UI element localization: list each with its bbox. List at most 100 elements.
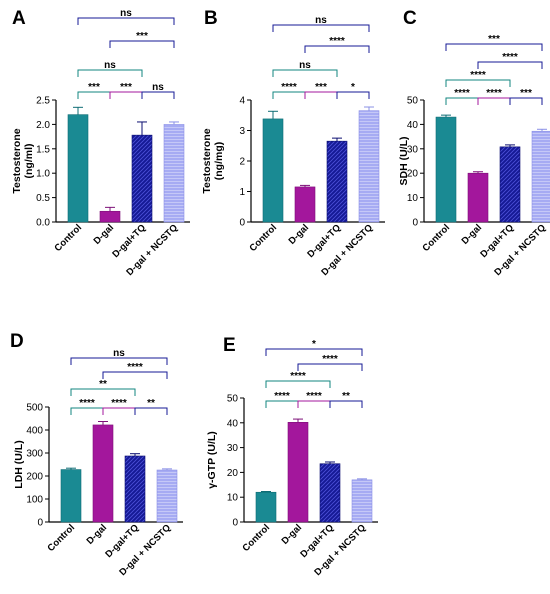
y-tick-label: 0 bbox=[37, 518, 43, 529]
panel-a: A 0.0 0.5 1.0 1.5 2.0 2.5 Testosterone(ng/ml) Co… bbox=[11, 8, 190, 278]
significance-label: * bbox=[351, 82, 355, 93]
significance-label: *** bbox=[520, 88, 532, 99]
x-tick-label: D-gal bbox=[280, 522, 305, 547]
bracket-line bbox=[102, 407, 136, 415]
bar-d-gal bbox=[92, 424, 114, 523]
bracket-line bbox=[445, 79, 511, 87]
significance-label: **** bbox=[79, 398, 95, 409]
x-tick-label: Control bbox=[247, 222, 279, 254]
bar-d-gal-ncstq bbox=[156, 469, 178, 523]
significance-bracket: **** bbox=[445, 70, 511, 87]
bar-d-gal-ncstq bbox=[163, 124, 185, 223]
bracket-line bbox=[329, 400, 363, 408]
y-tick-label: 1 bbox=[239, 187, 245, 198]
y-tick-label: 2 bbox=[239, 157, 245, 168]
significance-bracket: *** bbox=[109, 82, 143, 99]
significance-label: **** bbox=[322, 354, 338, 365]
bar-d-gal-ncstq bbox=[531, 130, 550, 223]
y-tick-label: 20 bbox=[227, 468, 239, 479]
bar-d-gal-ncstq bbox=[351, 479, 373, 523]
significance-label: ns bbox=[152, 82, 164, 93]
x-tick-label: D-gal bbox=[85, 522, 110, 547]
significance-label: ns bbox=[299, 60, 311, 71]
significance-bracket: **** bbox=[477, 88, 511, 105]
y-tick-label: 30 bbox=[227, 443, 239, 454]
x-tick-label: D-gal bbox=[460, 222, 485, 247]
bar-control bbox=[435, 116, 457, 223]
significance-label: **** bbox=[486, 88, 502, 99]
significance-bracket: *** bbox=[109, 31, 175, 48]
bracket-line bbox=[304, 91, 338, 99]
panel-label: A bbox=[12, 8, 26, 29]
significance-label: **** bbox=[329, 36, 345, 47]
bar-d-gal-tq bbox=[124, 455, 146, 523]
bracket-line bbox=[141, 91, 175, 99]
significance-bracket: ns bbox=[77, 8, 175, 25]
x-tick-label: Control bbox=[45, 522, 77, 554]
y-tick-label: 400 bbox=[26, 426, 43, 437]
significance-bracket: **** bbox=[265, 371, 331, 388]
significance-label: **** bbox=[454, 88, 470, 99]
significance-bracket: ns bbox=[70, 348, 168, 365]
significance-bracket: **** bbox=[265, 391, 299, 408]
panel-label: E bbox=[223, 335, 236, 356]
significance-bracket: **** bbox=[445, 88, 479, 105]
significance-label: ns bbox=[104, 60, 116, 71]
significance-label: ** bbox=[342, 391, 350, 402]
bar-d-gal-tq bbox=[131, 134, 153, 223]
significance-label: ** bbox=[147, 398, 155, 409]
bracket-line bbox=[70, 407, 104, 415]
y-tick-label: 10 bbox=[227, 493, 239, 504]
bracket-line bbox=[70, 357, 168, 365]
panel-label: C bbox=[403, 8, 417, 29]
bar-d-gal bbox=[294, 186, 316, 223]
significance-label: *** bbox=[136, 31, 148, 42]
bracket-line bbox=[509, 97, 543, 105]
significance-bracket: **** bbox=[304, 36, 370, 53]
bracket-line bbox=[304, 45, 370, 53]
significance-label: **** bbox=[111, 398, 127, 409]
y-axis-label: SDH (U/L) bbox=[398, 137, 410, 186]
x-tick-label: Control bbox=[52, 222, 84, 254]
bracket-line bbox=[272, 24, 370, 32]
bracket-line bbox=[134, 407, 168, 415]
bar-d-gal-tq bbox=[319, 463, 341, 523]
significance-label: **** bbox=[470, 70, 486, 81]
bar-d-gal-tq bbox=[326, 140, 348, 223]
bracket-line bbox=[272, 91, 306, 99]
significance-bracket: ** bbox=[329, 391, 363, 408]
significance-bracket: ** bbox=[70, 379, 136, 396]
y-tick-label: 40 bbox=[407, 120, 419, 131]
bracket-line bbox=[445, 97, 479, 105]
y-tick-label: 0 bbox=[239, 218, 245, 229]
significance-bracket: **** bbox=[102, 362, 168, 379]
significance-bracket: *** bbox=[304, 82, 338, 99]
bracket-line bbox=[77, 91, 111, 99]
significance-bracket: *** bbox=[445, 34, 543, 51]
bracket-line bbox=[102, 371, 168, 379]
bracket-line bbox=[70, 388, 136, 396]
significance-bracket: ** bbox=[134, 398, 168, 415]
bracket-line bbox=[77, 17, 175, 25]
panel-label: B bbox=[204, 8, 218, 29]
x-tick-label: D-gal bbox=[287, 222, 312, 247]
significance-bracket: *** bbox=[77, 82, 111, 99]
significance-bracket: *** bbox=[509, 88, 543, 105]
bar-d-gal bbox=[287, 422, 309, 523]
y-tick-label: 1.0 bbox=[36, 169, 50, 180]
y-tick-label: 0.5 bbox=[36, 193, 50, 204]
significance-label: **** bbox=[290, 371, 306, 382]
y-tick-label: 10 bbox=[407, 193, 419, 204]
y-tick-label: 300 bbox=[26, 449, 43, 460]
significance-bracket: ns bbox=[272, 60, 338, 77]
bracket-line bbox=[336, 91, 370, 99]
x-tick-label: D-gal bbox=[92, 222, 117, 247]
significance-label: *** bbox=[315, 82, 327, 93]
significance-bracket: **** bbox=[297, 354, 363, 371]
significance-label: ns bbox=[315, 15, 327, 26]
y-axis-label: Testosterone(ng/ml) bbox=[11, 128, 35, 193]
bar-d-gal bbox=[99, 210, 121, 223]
